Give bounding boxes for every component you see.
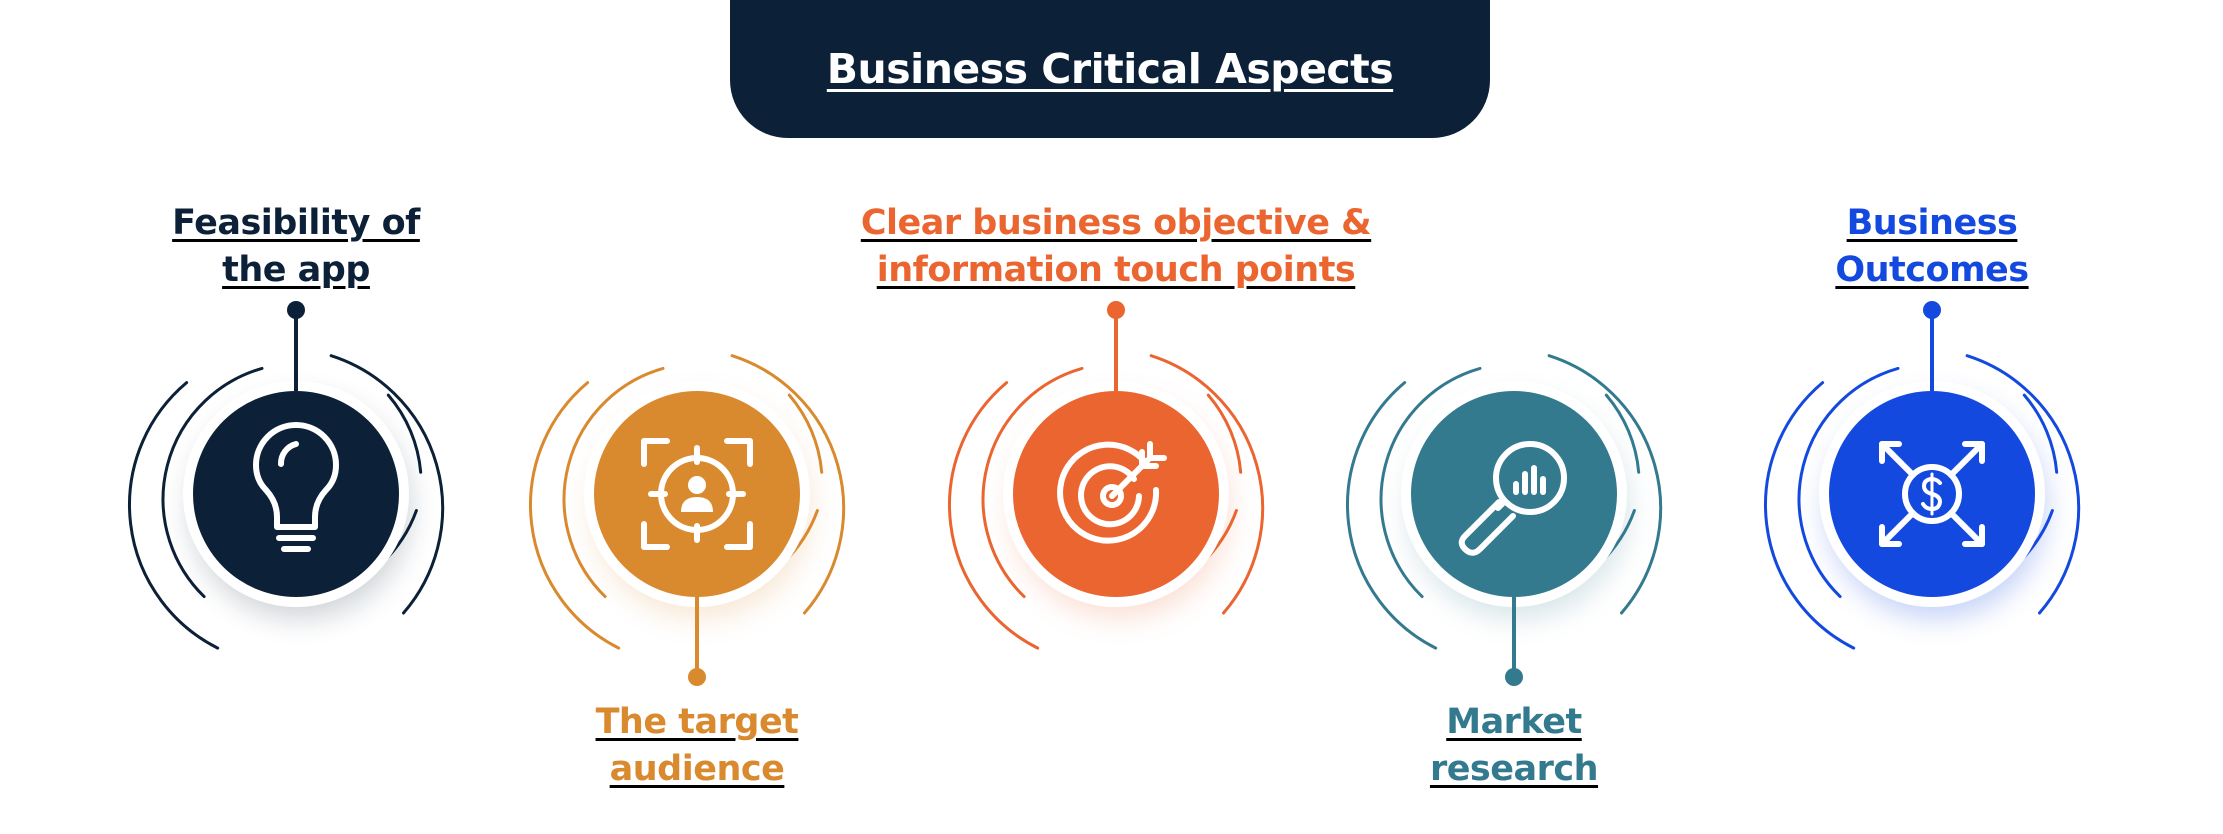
- aspect-node-target-audience: [529, 354, 846, 686]
- connector-dot: [688, 668, 706, 686]
- diagram-title: Business Critical Aspects: [826, 45, 1394, 93]
- connector-dot: [1923, 301, 1941, 319]
- title-banner: Business Critical Aspects: [730, 0, 1490, 138]
- target-audience-icon: [641, 438, 753, 550]
- label-business-outcomes: Business Outcomes: [1835, 203, 2029, 290]
- lightbulb-icon: [253, 422, 339, 552]
- label-market-research: Market research: [1429, 702, 1599, 789]
- dollar-expand-icon: [1879, 441, 1985, 547]
- aspect-node-business-outcomes: [1764, 301, 2081, 650]
- label-business-objective: Clear business objective & information t…: [860, 203, 1372, 290]
- node-circle: [193, 391, 399, 597]
- connector-dot: [287, 301, 305, 319]
- magnifier-chart-icon: [1458, 441, 1567, 556]
- bullseye-target-icon: [1057, 441, 1167, 544]
- connector-dot: [1505, 668, 1523, 686]
- label-target-audience: The target audience: [595, 702, 799, 789]
- aspect-node-business-objective: [948, 301, 1265, 650]
- arc-rings: [1346, 354, 1663, 650]
- aspect-node-market-research: [1346, 354, 1663, 686]
- label-feasibility: Feasibility of the app: [172, 203, 420, 290]
- aspect-node-feasibility: [128, 301, 445, 650]
- connector-dot: [1107, 301, 1125, 319]
